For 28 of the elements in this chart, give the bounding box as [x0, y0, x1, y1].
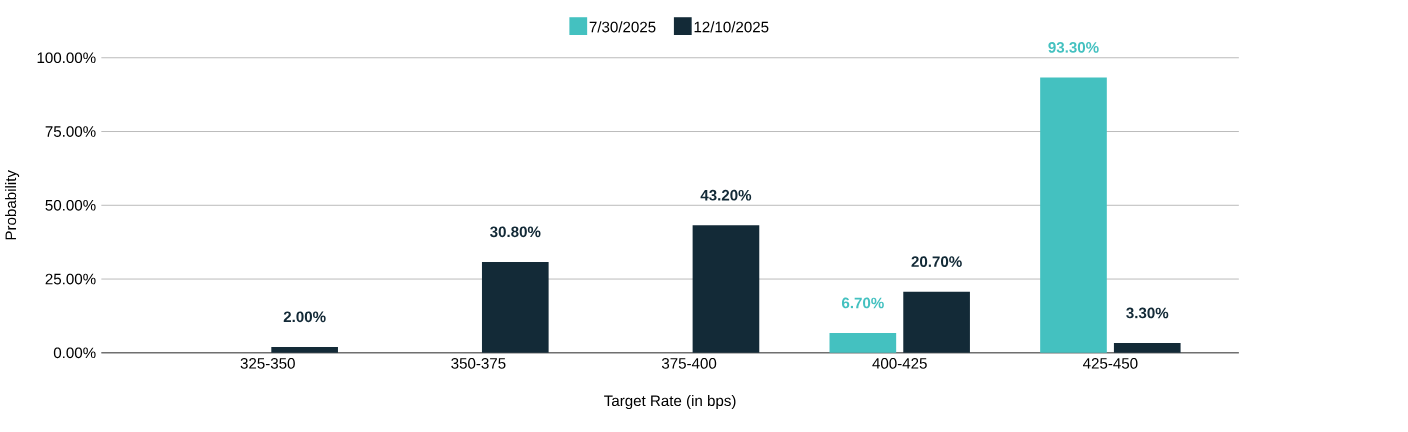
bar	[271, 346, 338, 353]
x-tick-label: 400-425	[872, 358, 927, 369]
x-tick-label: 425-450	[1083, 358, 1138, 369]
bar	[1113, 343, 1181, 353]
bar	[829, 333, 897, 353]
legend-label: 7/30/2025	[589, 21, 656, 33]
bar	[1040, 77, 1107, 353]
data-label: 30.80%	[490, 226, 541, 238]
data-label: 43.20%	[700, 189, 752, 201]
data-label: 6.70%	[841, 297, 884, 309]
x-tick-label: 350-375	[451, 358, 506, 369]
bar	[903, 291, 970, 353]
y-tick-label: 25.00%	[45, 273, 96, 285]
data-label: 93.30%	[1048, 42, 1099, 53]
y-tick-label: 50.00%	[45, 199, 96, 211]
x-tick-label: 325-350	[240, 358, 295, 369]
y-axis-title: Probability	[5, 170, 20, 240]
data-label: 20.70%	[911, 256, 962, 268]
data-label: 2.00%	[283, 311, 326, 323]
x-tick-label: 375-400	[661, 358, 717, 369]
y-tick-label: 100.00%	[37, 52, 96, 64]
legend-label: 12/10/2025	[694, 21, 769, 33]
x-axis-title: Target Rate (in bps)	[604, 395, 736, 410]
bar	[481, 261, 549, 353]
data-label: 3.30%	[1126, 307, 1169, 319]
bar	[692, 225, 760, 353]
y-tick-label: 0.00%	[53, 347, 96, 359]
y-tick-label: 75.00%	[45, 126, 96, 137]
